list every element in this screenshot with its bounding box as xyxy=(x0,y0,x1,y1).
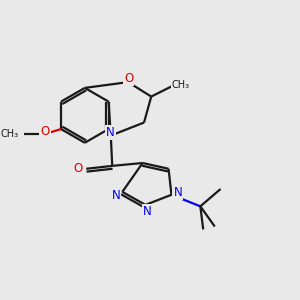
Text: O: O xyxy=(73,162,82,175)
Text: N: N xyxy=(106,126,115,139)
Text: N: N xyxy=(173,186,182,199)
Text: CH₃: CH₃ xyxy=(172,80,190,90)
Text: CH₃: CH₃ xyxy=(1,128,19,139)
Text: N: N xyxy=(142,205,151,218)
Text: O: O xyxy=(124,72,133,85)
Text: N: N xyxy=(112,189,120,202)
Text: O: O xyxy=(40,125,50,138)
